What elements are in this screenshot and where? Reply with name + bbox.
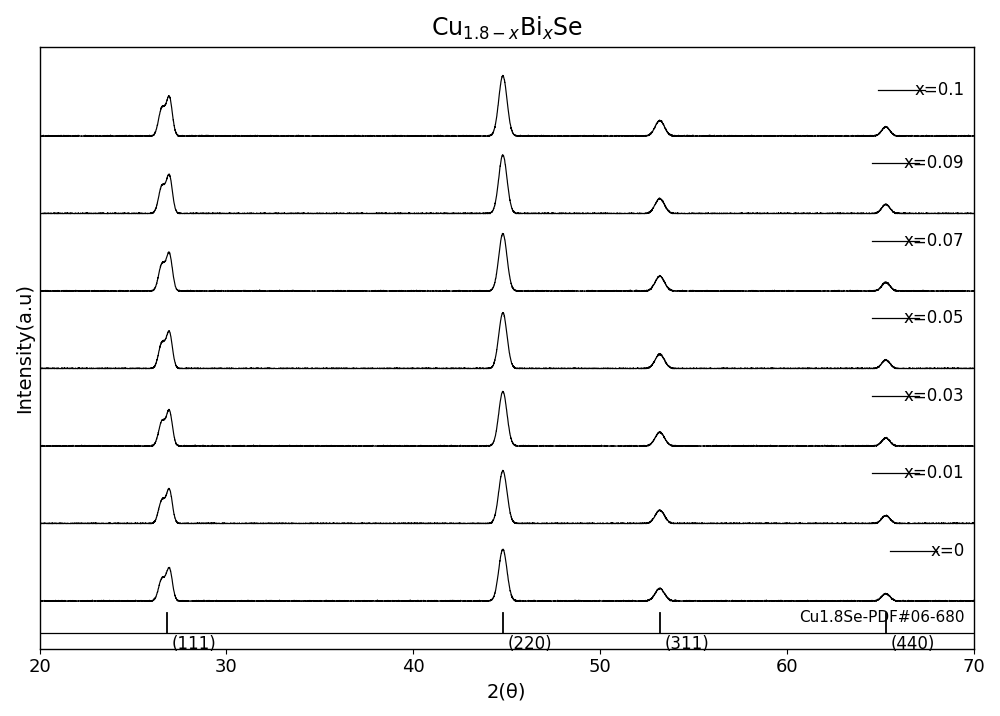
Text: x=0.09: x=0.09: [904, 154, 964, 173]
Text: (220): (220): [508, 635, 552, 653]
Title: Cu$_{1.8-x}$Bi$_x$Se: Cu$_{1.8-x}$Bi$_x$Se: [431, 15, 583, 42]
Text: x=0.03: x=0.03: [904, 387, 964, 405]
Text: x=0: x=0: [930, 542, 964, 560]
Text: (311): (311): [664, 635, 709, 653]
Text: x=0.01: x=0.01: [904, 464, 964, 482]
Text: x=0.1: x=0.1: [914, 81, 964, 99]
Text: Cu1.8Se-PDF#06-680: Cu1.8Se-PDF#06-680: [799, 610, 964, 625]
Y-axis label: Intensity(a.u): Intensity(a.u): [15, 283, 34, 413]
Text: x=0.07: x=0.07: [904, 232, 964, 250]
X-axis label: 2(θ): 2(θ): [487, 682, 526, 701]
Text: (440): (440): [890, 635, 935, 653]
Text: x=0.05: x=0.05: [904, 309, 964, 327]
Text: (111): (111): [171, 635, 216, 653]
